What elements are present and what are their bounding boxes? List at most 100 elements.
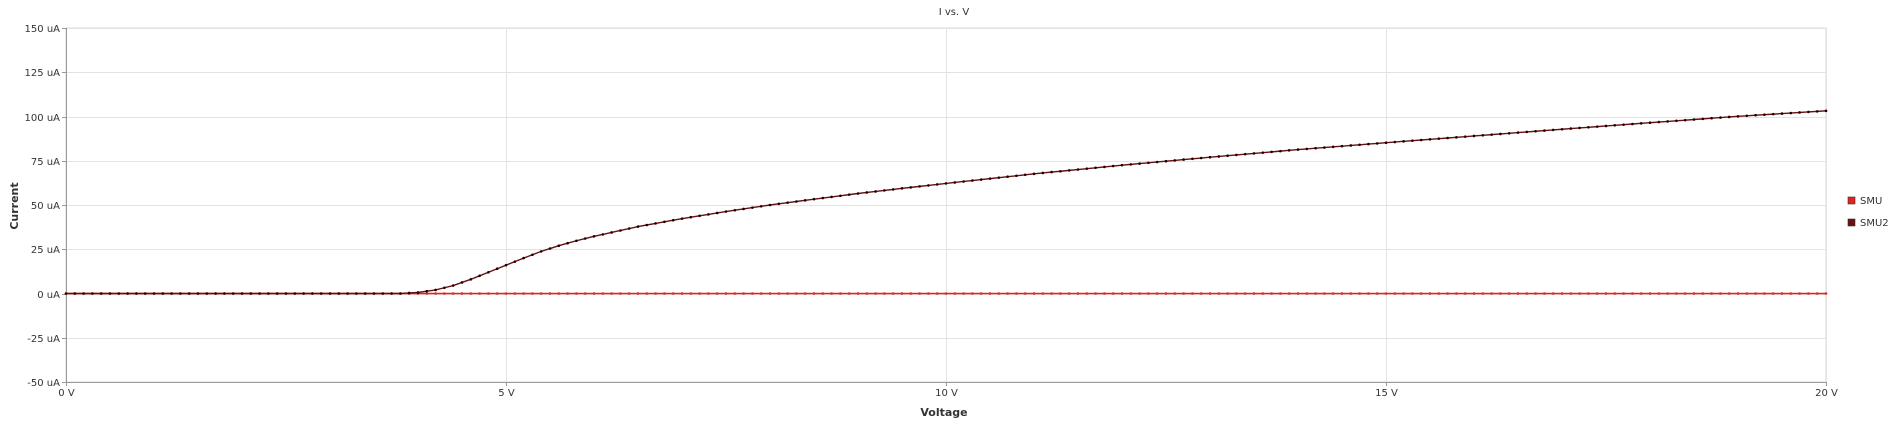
data-point bbox=[1111, 164, 1115, 168]
data-point bbox=[434, 288, 437, 292]
data-point bbox=[1525, 130, 1529, 134]
data-point bbox=[935, 292, 939, 295]
data-point bbox=[1375, 292, 1379, 295]
data-point bbox=[1428, 138, 1432, 141]
data-point bbox=[812, 292, 816, 295]
data-point bbox=[1534, 129, 1537, 133]
data-point bbox=[1094, 166, 1097, 170]
y-axis-title: Current bbox=[8, 182, 21, 229]
grid-layer bbox=[65, 27, 1827, 383]
data-point bbox=[1604, 292, 1608, 295]
data-point bbox=[1507, 292, 1511, 295]
data-point bbox=[1155, 160, 1159, 164]
data-point bbox=[1815, 292, 1819, 295]
data-point bbox=[1692, 292, 1696, 295]
data-point bbox=[900, 292, 904, 295]
data-point bbox=[979, 178, 983, 181]
data-point bbox=[1252, 152, 1256, 155]
data-point bbox=[883, 189, 886, 192]
data-point bbox=[126, 292, 129, 295]
data-point bbox=[645, 223, 649, 227]
data-point bbox=[1657, 120, 1661, 124]
data-point bbox=[1587, 125, 1590, 129]
data-point bbox=[1613, 124, 1617, 127]
data-point bbox=[531, 292, 534, 295]
data-point bbox=[883, 292, 886, 295]
y-tick-label: -50 uA bbox=[27, 378, 60, 389]
data-point bbox=[1173, 292, 1177, 295]
data-point bbox=[1437, 292, 1441, 295]
data-point bbox=[997, 292, 1001, 295]
data-point bbox=[874, 190, 877, 193]
data-point bbox=[742, 292, 745, 295]
data-point bbox=[1384, 292, 1388, 295]
data-point bbox=[487, 270, 490, 274]
data-point bbox=[1578, 126, 1581, 130]
legend-swatch bbox=[1847, 218, 1856, 227]
data-point bbox=[1499, 292, 1502, 295]
data-point bbox=[381, 292, 385, 295]
data-point bbox=[988, 292, 992, 295]
data-point bbox=[443, 292, 446, 295]
data-point bbox=[478, 274, 481, 278]
data-point bbox=[988, 177, 992, 180]
data-point bbox=[1780, 292, 1784, 295]
data-point bbox=[1569, 292, 1573, 295]
data-point bbox=[1789, 111, 1793, 115]
data-point bbox=[1191, 157, 1194, 161]
data-point bbox=[1305, 147, 1309, 151]
data-point bbox=[231, 292, 235, 295]
data-point bbox=[1006, 175, 1009, 179]
data-point bbox=[91, 292, 94, 295]
data-point bbox=[1631, 122, 1634, 126]
data-point bbox=[1710, 292, 1713, 295]
data-point bbox=[1419, 292, 1423, 295]
data-point bbox=[1147, 292, 1150, 295]
data-point bbox=[1639, 122, 1643, 125]
data-point bbox=[856, 192, 860, 195]
data-point bbox=[451, 292, 455, 295]
data-point bbox=[1727, 292, 1731, 295]
data-point bbox=[1015, 174, 1018, 178]
data-point bbox=[847, 193, 851, 196]
data-point bbox=[698, 292, 701, 295]
data-point bbox=[1085, 167, 1089, 170]
data-point bbox=[1481, 134, 1485, 137]
data-point bbox=[1595, 125, 1599, 128]
data-point bbox=[187, 292, 191, 295]
data-point bbox=[205, 292, 209, 295]
data-point bbox=[1173, 159, 1177, 162]
x-axis-title: Voltage bbox=[920, 406, 967, 419]
data-point bbox=[1358, 143, 1361, 147]
data-point bbox=[1657, 292, 1661, 295]
data-point bbox=[258, 292, 261, 295]
data-point bbox=[1754, 292, 1757, 295]
data-point bbox=[1164, 292, 1168, 295]
data-point bbox=[513, 292, 517, 295]
data-point bbox=[1463, 292, 1467, 295]
data-point bbox=[495, 292, 499, 295]
data-point bbox=[1138, 162, 1141, 165]
data-point bbox=[671, 292, 675, 295]
data-point bbox=[742, 207, 745, 211]
data-point bbox=[1199, 156, 1203, 160]
data-point bbox=[1243, 292, 1247, 295]
data-point bbox=[469, 278, 473, 281]
data-point bbox=[399, 292, 402, 295]
x-tick-label: 10 V bbox=[935, 388, 958, 399]
data-point bbox=[1182, 292, 1185, 295]
axis-layer: -50 uA -25 uA 0 uA 25 uA 50 uA 75 uA 100 uA 125… bbox=[25, 24, 1838, 399]
data-point bbox=[812, 197, 816, 201]
data-point bbox=[795, 200, 798, 203]
data-point bbox=[1367, 292, 1370, 295]
data-point bbox=[583, 237, 587, 240]
data-point bbox=[1076, 292, 1080, 295]
legend-swatch bbox=[1847, 196, 1856, 205]
y-tick-label: 50 uA bbox=[31, 201, 60, 212]
data-point bbox=[311, 292, 314, 295]
data-point bbox=[548, 247, 552, 250]
data-point bbox=[539, 250, 543, 253]
data-point bbox=[900, 187, 904, 190]
data-point bbox=[663, 220, 666, 224]
